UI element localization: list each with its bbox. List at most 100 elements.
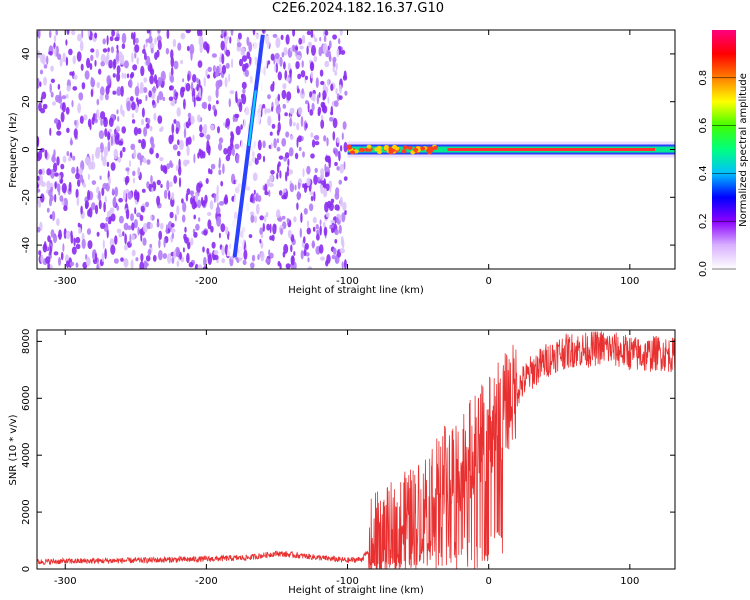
noise-blob [334,204,340,211]
noise-blob [278,190,283,196]
noise-blob [108,59,113,69]
noise-blob [54,47,57,57]
signal-track-blob [366,144,372,149]
noise-blob [249,211,255,216]
noise-blob [216,184,219,195]
noise-blob [131,101,136,111]
noise-blob [266,223,271,231]
noise-blob [277,161,281,168]
noise-blob [108,128,112,133]
y-tick-label: -40 [21,237,32,253]
spectrogram-x-axis: -300 -200 -100 0 100 [54,30,639,287]
noise-blob [119,150,123,159]
noise-blob [127,191,133,200]
noise-blob [70,137,73,146]
noise-blob [68,48,73,56]
noise-blob [129,160,131,168]
noise-blob [102,155,107,167]
noise-blob [77,179,81,187]
noise-blob [105,85,110,95]
noise-blob [240,93,244,99]
noise-blob [94,252,98,263]
noise-blob [294,152,299,160]
noise-blob [276,209,281,219]
noise-blob [305,122,308,129]
noise-blob [167,253,172,264]
x-tick-label: 0 [485,276,491,287]
noise-blob [336,137,340,144]
noise-blob [339,30,343,36]
noise-blob [81,82,86,90]
noise-blob [180,59,184,65]
noise-blob [100,222,106,229]
noise-blob [186,252,190,264]
noise-blob [53,162,58,173]
noise-blob [206,247,210,255]
noise-blob [194,192,199,203]
noise-blob [276,172,279,180]
noise-blob [71,166,76,174]
noise-blob [237,32,242,40]
noise-blob [127,225,132,230]
noise-blob [131,119,136,124]
noise-blob [334,100,339,107]
noise-blob [193,231,198,238]
noise-blob [160,222,164,230]
noise-blob [177,150,181,157]
noise-blob [39,81,42,87]
noise-blob [90,54,94,62]
noise-blob [281,89,287,100]
noise-blob [269,174,274,183]
noise-blob [319,225,322,236]
noise-blob [259,227,264,236]
noise-blob [200,196,204,206]
noise-blob [51,155,56,163]
signal-track-blob [376,145,382,150]
noise-blob [228,98,231,108]
noise-blob [132,170,136,177]
noise-blob [238,101,243,113]
signal-track-blob [402,145,408,150]
noise-blob [157,115,163,124]
noise-blob [121,43,126,50]
noise-blob [144,52,147,61]
noise-blob [166,30,170,40]
noise-blob [265,258,271,264]
noise-blob [58,229,62,240]
noise-blob [317,106,322,115]
noise-blob [288,147,294,157]
noise-blob [169,160,173,168]
noise-blob [221,245,225,256]
noise-blob [330,105,333,115]
noise-blob [59,195,64,202]
noise-blob [65,93,69,99]
noise-blob [44,149,48,159]
noise-blob [182,201,187,213]
noise-blob [279,56,283,67]
noise-blob [120,257,124,262]
noise-blob [54,193,57,203]
noise-blob [98,190,101,202]
noise-blob [272,33,278,38]
noise-blob [207,211,212,217]
noise-blob [80,205,83,215]
noise-blob [94,32,98,39]
noise-blob [170,66,174,77]
noise-blob [188,261,194,268]
noise-blob [116,109,119,115]
noise-blob [110,46,114,54]
noise-blob [240,124,243,130]
noise-blob [265,211,269,218]
noise-blob [152,85,156,94]
noise-blob [145,94,148,102]
noise-blob [332,60,336,68]
noise-blob [238,58,244,67]
noise-blob [198,217,201,222]
noise-blob [213,254,219,261]
noise-blob [305,100,309,105]
noise-blob [65,39,68,46]
noise-blob [140,65,145,77]
noise-blob [306,227,311,235]
noise-blob [80,160,85,171]
